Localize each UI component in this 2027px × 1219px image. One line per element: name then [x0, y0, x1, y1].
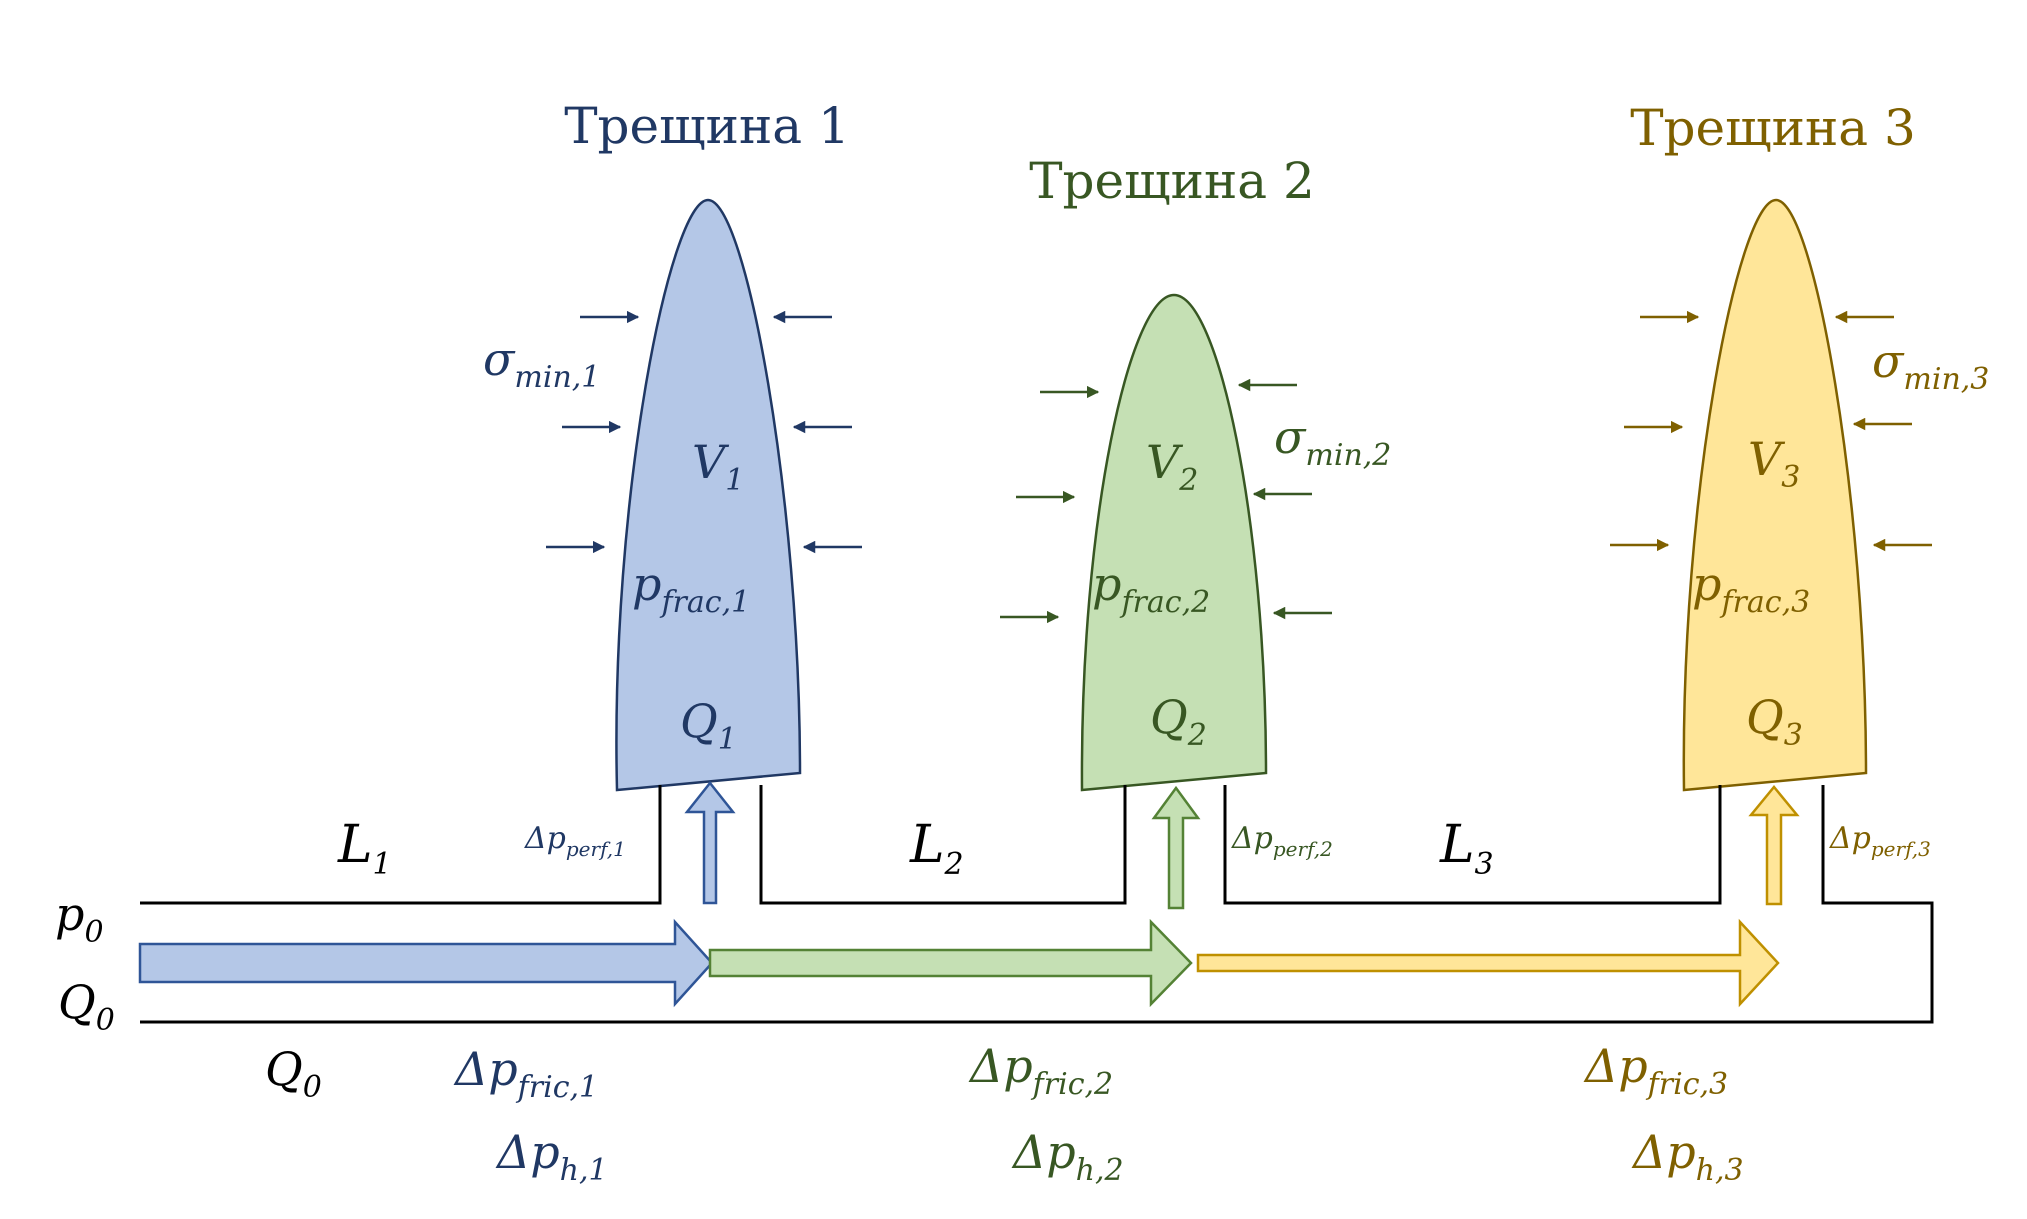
volume-1-label: V1	[692, 435, 744, 498]
flow-subscript: 2	[1187, 718, 1207, 753]
flow-symbol: Q	[680, 694, 718, 748]
fracture-2-title: Трещина 2	[1029, 152, 1315, 210]
volume-subscript: 1	[725, 463, 744, 498]
perf-drop-3-label: Δpperf,3	[1829, 821, 1931, 861]
inlet-pressure-label: p0	[55, 887, 104, 950]
length-subscript: 3	[1475, 847, 1494, 882]
flow-3-label: Q3	[1746, 690, 1803, 753]
flow-symbol: Q	[1150, 690, 1188, 744]
volume-2-label: V2	[1146, 435, 1198, 498]
pressure-symbol: p	[632, 557, 661, 611]
volume-symbol: V	[1146, 435, 1184, 489]
perf-subscript: perf,2	[1273, 837, 1333, 861]
hydrostatic-drop-2-label: Δph,2	[1011, 1125, 1124, 1188]
fracture-3-title: Трещина 3	[1630, 99, 1916, 157]
hydrostatic-subscript: h,1	[560, 1153, 608, 1188]
segment-length-3-label: L3	[1439, 815, 1494, 882]
volume-symbol: V	[692, 435, 730, 489]
friction-drop-2-label: Δpfric,2	[968, 1039, 1113, 1102]
segment-length-1-label: L1	[337, 815, 392, 882]
hydrostatic-drop-3-label: Δph,3	[1631, 1125, 1744, 1188]
perf-subscript: perf,1	[566, 837, 626, 861]
wellbore	[140, 785, 1934, 1024]
perf-symbol: Δp	[1231, 821, 1273, 856]
volume-subscript: 3	[1781, 460, 1800, 495]
volume-3-label: V3	[1748, 432, 1800, 495]
fracture-2-shape	[1080, 293, 1268, 792]
perf-arrow-1	[684, 780, 736, 905]
total-flow-label: Q0	[265, 1042, 322, 1105]
length-symbol: L	[1439, 815, 1475, 875]
hydrostatic-drop-1-label: Δph,1	[495, 1125, 608, 1188]
flow-arrow-blue	[138, 918, 714, 1008]
flow-symbol: Q	[265, 1042, 303, 1096]
flow-subscript: 3	[1784, 718, 1803, 753]
friction-drop-3-label: Δpfric,3	[1583, 1039, 1728, 1102]
flow-1-label: Q1	[680, 694, 737, 757]
friction-subscript: fric,3	[1646, 1067, 1728, 1102]
sigma-min-1-label: σmin,1	[483, 332, 600, 395]
length-symbol: L	[909, 815, 945, 875]
pressure-subscript: frac,2	[1119, 585, 1210, 620]
sigma-subscript: min,1	[514, 360, 600, 395]
perf-symbol: Δp	[1829, 821, 1871, 856]
friction-subscript: fric,2	[1031, 1067, 1113, 1102]
sigma-symbol: σ	[483, 332, 516, 386]
stress-arrows-fracture-2	[1000, 378, 1332, 624]
length-subscript: 1	[373, 847, 392, 882]
volume-symbol: V	[1748, 432, 1786, 486]
flow-arrow-yellow	[1196, 918, 1780, 1008]
sigma-min-2-label: σmin,2	[1274, 410, 1391, 473]
friction-subscript: fric,1	[516, 1070, 598, 1105]
sigma-symbol: σ	[1872, 334, 1905, 388]
flow-symbol: Q	[58, 975, 96, 1029]
stress-arrows-fracture-3	[1610, 310, 1932, 552]
hydrostatic-subscript: h,2	[1076, 1153, 1124, 1188]
perf-subscript: perf,3	[1871, 837, 1931, 861]
pressure-symbol: p	[1092, 557, 1121, 611]
volume-subscript: 2	[1178, 463, 1198, 498]
pressure-symbol: p	[55, 887, 84, 941]
fracture-1-title: Трещина 1	[564, 97, 850, 155]
hydrostatic-symbol: Δp	[1631, 1125, 1696, 1179]
perf-arrow-2	[1151, 785, 1201, 910]
friction-symbol: Δp	[1583, 1039, 1648, 1093]
stress-arrows-fracture-1	[546, 310, 862, 554]
flow-2-label: Q2	[1150, 690, 1207, 753]
sigma-symbol: σ	[1274, 410, 1307, 464]
fracture-3-shape	[1682, 198, 1868, 792]
flow-subscript: 0	[96, 1003, 115, 1038]
hydrostatic-subscript: h,3	[1696, 1153, 1744, 1188]
pressure-frac-3-label: pfrac,3	[1692, 557, 1810, 620]
hydrostatic-symbol: Δp	[495, 1125, 560, 1179]
flow-arrow-green	[708, 918, 1193, 1008]
pressure-subscript: frac,3	[1719, 585, 1810, 620]
friction-drop-1-label: Δpfric,1	[453, 1042, 598, 1105]
pressure-frac-2-label: pfrac,2	[1092, 557, 1210, 620]
perf-symbol: Δp	[524, 821, 566, 856]
friction-symbol: Δp	[968, 1039, 1033, 1093]
flow-subscript: 0	[303, 1070, 322, 1105]
friction-symbol: Δp	[453, 1042, 518, 1096]
pressure-subscript: frac,1	[659, 585, 750, 620]
segment-length-2-label: L2	[909, 815, 964, 882]
fracture-1-shape	[615, 198, 802, 792]
sigma-subscript: min,3	[1903, 362, 1989, 397]
pressure-symbol: p	[1692, 557, 1721, 611]
hydrostatic-symbol: Δp	[1011, 1125, 1076, 1179]
sigma-subscript: min,2	[1305, 438, 1391, 473]
pressure-subscript: 0	[84, 915, 103, 950]
length-subscript: 2	[944, 847, 964, 882]
pressure-frac-1-label: pfrac,1	[632, 557, 750, 620]
perf-drop-2-label: Δpperf,2	[1231, 821, 1333, 861]
perf-arrow-3	[1748, 785, 1800, 906]
sigma-min-3-label: σmin,3	[1872, 334, 1989, 397]
inlet-flow-label: Q0	[58, 975, 115, 1038]
flow-symbol: Q	[1746, 690, 1784, 744]
perf-drop-1-label: Δpperf,1	[524, 821, 626, 861]
flow-subscript: 1	[718, 722, 737, 757]
length-symbol: L	[337, 815, 373, 875]
